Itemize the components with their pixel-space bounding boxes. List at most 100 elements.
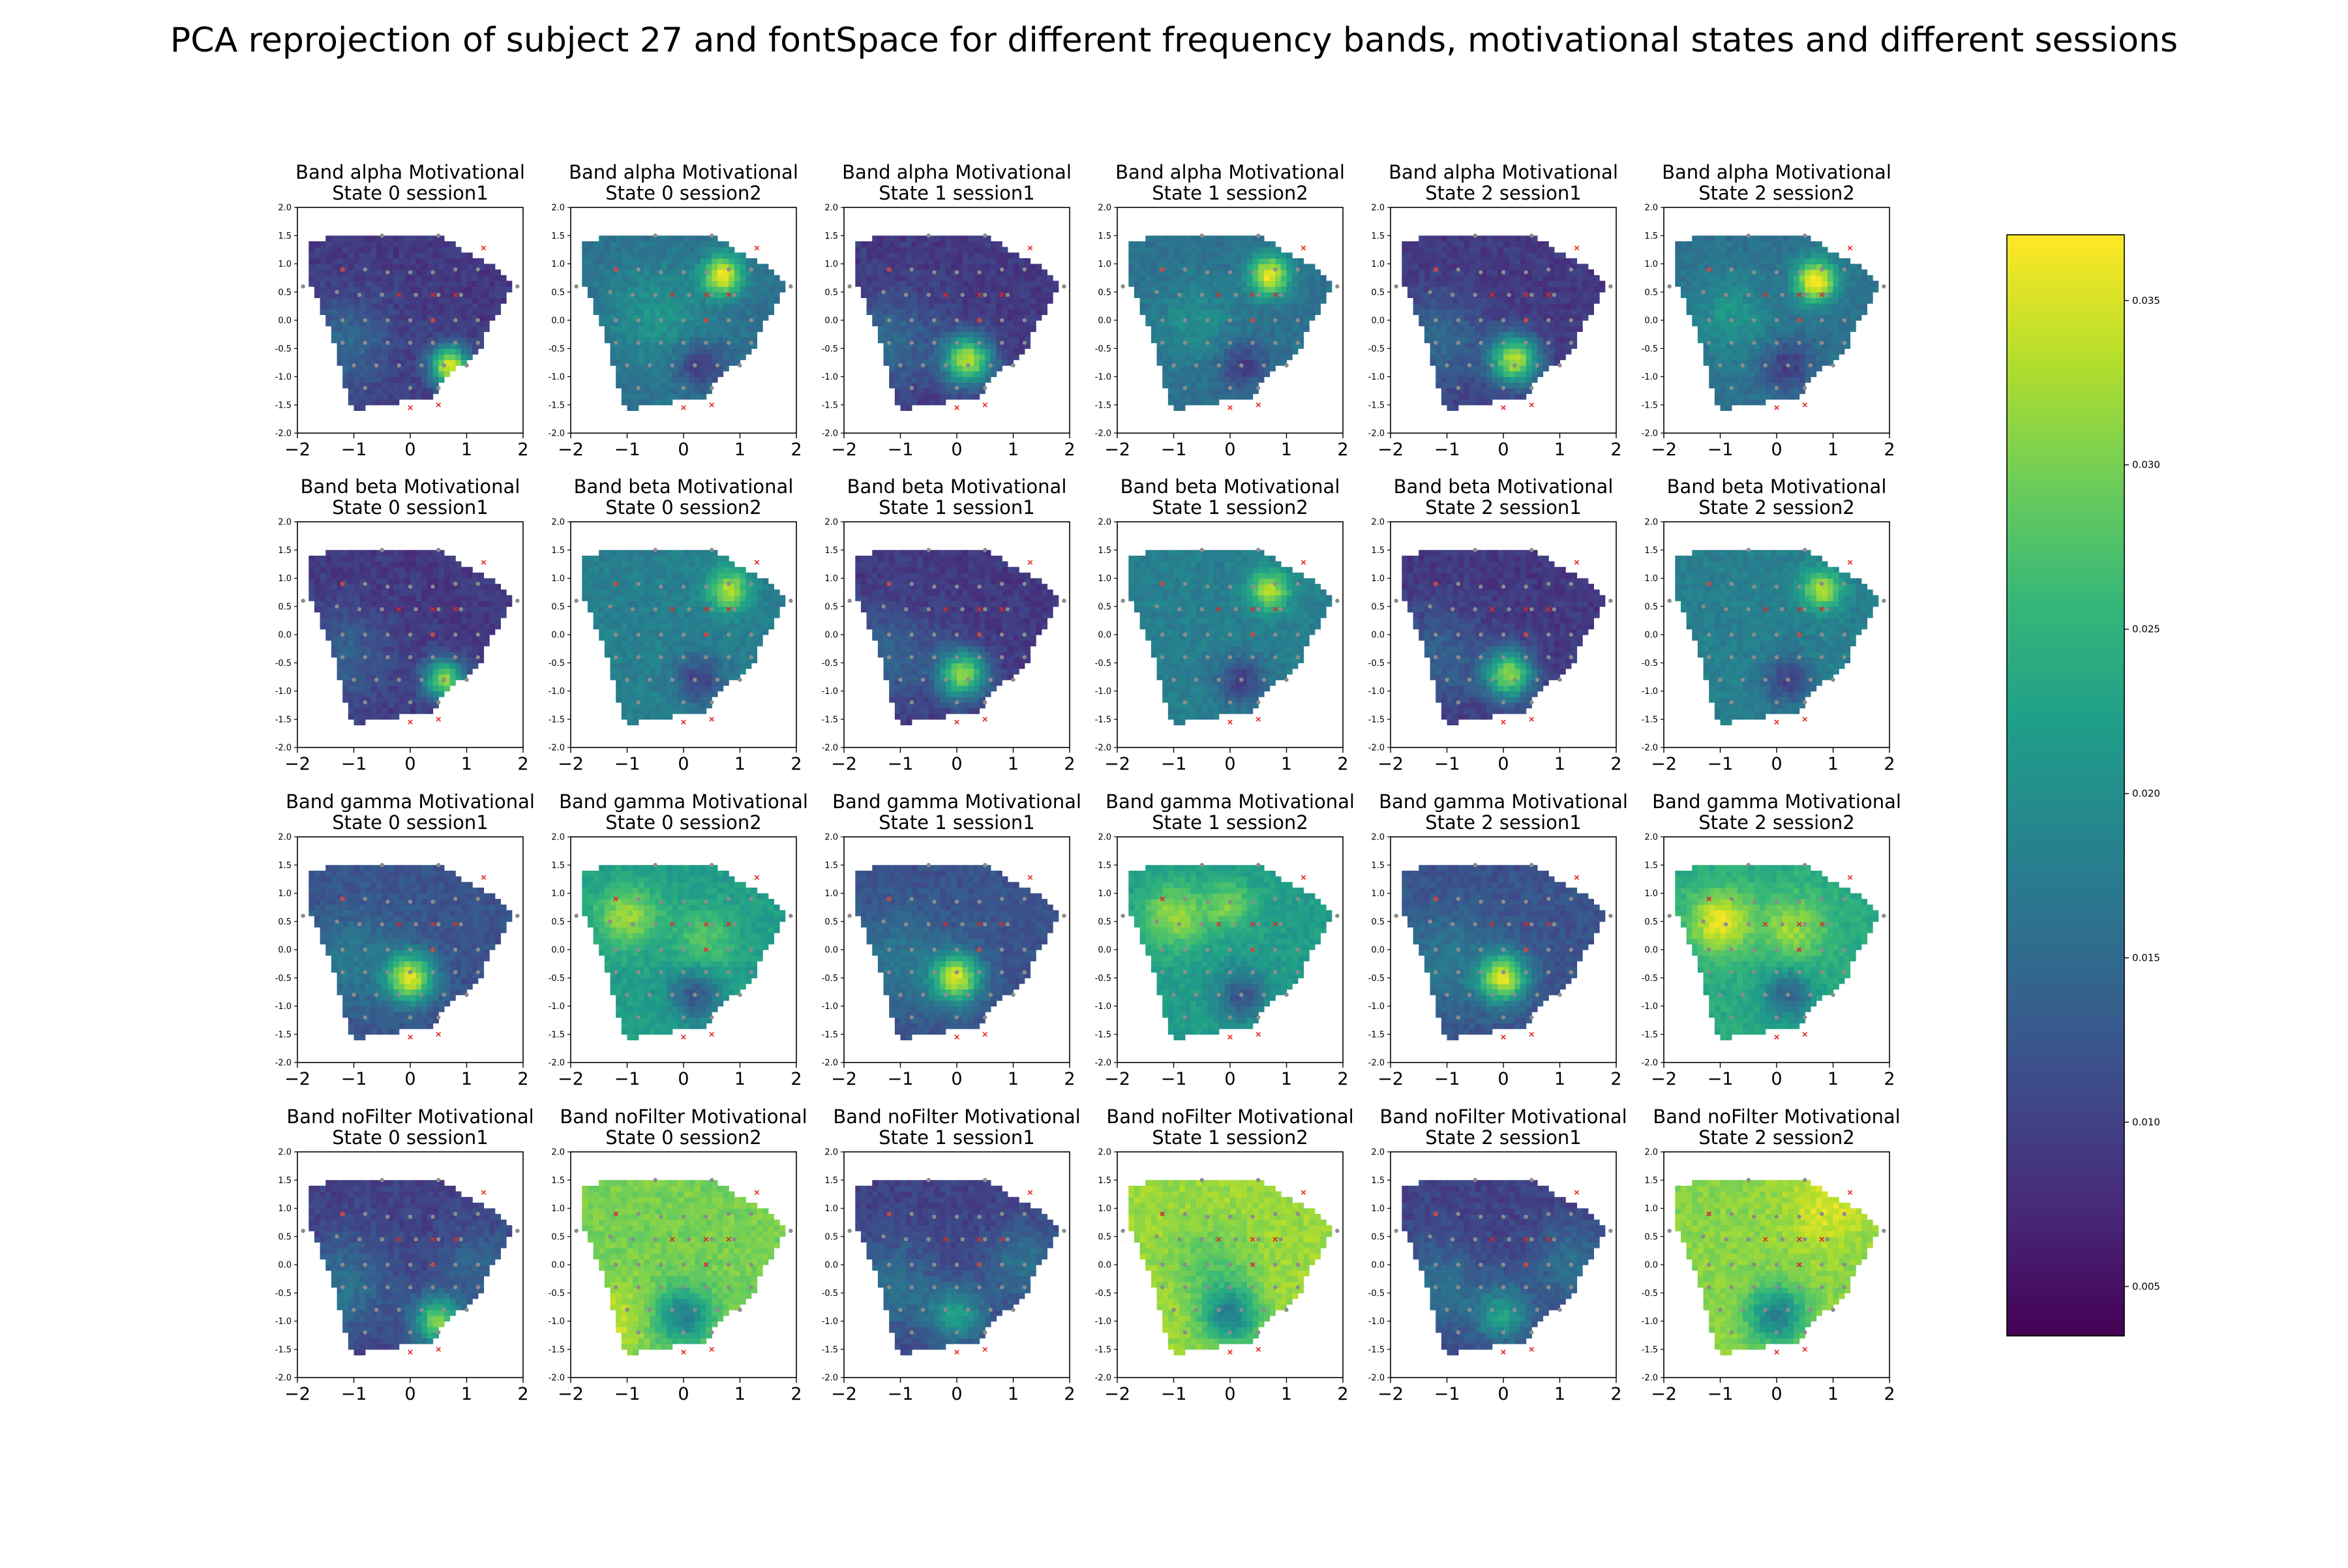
- heatmap-cell: [1464, 297, 1469, 303]
- heatmap-cell: [1236, 348, 1242, 354]
- heatmap-cell: [1441, 354, 1447, 360]
- heatmap-cell: [1794, 235, 1799, 241]
- heatmap-cell: [455, 258, 461, 264]
- heatmap-cell: [980, 258, 986, 264]
- heatmap-cell: [1771, 258, 1777, 264]
- heatmap-cell: [387, 360, 393, 366]
- heatmap-cell: [672, 286, 678, 292]
- heatmap-cell: [605, 314, 610, 320]
- heatmap-cell: [1447, 303, 1453, 309]
- heatmap-cell: [1732, 371, 1738, 377]
- heatmap-cell: [1174, 371, 1180, 377]
- heatmap-cell: [734, 314, 740, 320]
- heatmap-cell: [1179, 241, 1185, 247]
- heatmap-cell: [1452, 297, 1458, 303]
- heatmap-cell: [734, 343, 740, 349]
- heatmap-cell: [1168, 348, 1174, 354]
- heatmap-cell: [467, 280, 473, 286]
- heatmap-cell: [729, 354, 734, 360]
- heatmap-cell: [1219, 314, 1225, 320]
- heatmap-cell: [1721, 252, 1726, 258]
- heatmap-cell: [427, 388, 433, 394]
- heatmap-cell: [895, 331, 901, 337]
- heatmap-cell: [1766, 297, 1771, 303]
- heatmap-cell: [1140, 303, 1146, 309]
- heatmap-cell: [1174, 280, 1180, 286]
- heatmap-cell: [934, 393, 940, 399]
- heatmap-cell: [1766, 320, 1771, 326]
- heatmap-cell: [1509, 314, 1515, 320]
- heatmap-cell: [1576, 314, 1582, 320]
- heatmap-cell: [951, 292, 957, 298]
- heatmap-cell: [923, 269, 929, 275]
- heatmap-cell: [1675, 241, 1681, 247]
- heatmap-cell: [1571, 280, 1577, 286]
- heatmap-cell: [1458, 247, 1464, 253]
- heatmap-cell: [1019, 297, 1025, 303]
- heatmap-cell: [393, 280, 399, 286]
- heatmap-cell: [495, 275, 501, 281]
- electrode-marker: [983, 386, 987, 390]
- heatmap-cell: [1303, 275, 1309, 281]
- heatmap-cell: [1298, 275, 1304, 281]
- y-tick-label: 0.5: [1098, 288, 1111, 297]
- heatmap-cell: [1253, 365, 1259, 371]
- heatmap-cell: [734, 286, 740, 292]
- heatmap-cell: [968, 377, 974, 383]
- heatmap-cell: [946, 269, 952, 275]
- heatmap-cell: [734, 269, 740, 275]
- heatmap-cell: [1771, 309, 1777, 315]
- heatmap-cell: [1436, 235, 1441, 241]
- heatmap-cell: [878, 314, 884, 320]
- heatmap-cell: [1760, 331, 1766, 337]
- heatmap-cell: [342, 280, 348, 286]
- heatmap-cell: [985, 314, 991, 320]
- heatmap-cell: [1298, 303, 1304, 309]
- heatmap-cell: [712, 275, 717, 281]
- heatmap-cell: [1179, 275, 1185, 281]
- heatmap-cell: [940, 297, 946, 303]
- heatmap-cell: [1531, 303, 1537, 309]
- heatmap-cell: [1174, 326, 1180, 332]
- heatmap-cell: [1486, 280, 1492, 286]
- heatmap-cell: [867, 264, 873, 270]
- heatmap-cell: [370, 258, 376, 264]
- heatmap-cell: [325, 258, 331, 264]
- heatmap-cell: [940, 320, 946, 326]
- x-tick-label: 0: [678, 440, 689, 460]
- heatmap-cell: [997, 360, 1002, 366]
- heatmap-cell: [1588, 309, 1594, 315]
- heatmap-cell: [1481, 280, 1486, 286]
- electrode-marker: [977, 340, 981, 344]
- heatmap-cell: [1053, 286, 1059, 292]
- heatmap-cell: [1481, 393, 1486, 399]
- heatmap-cell: [1737, 377, 1743, 383]
- heatmap-cell: [1424, 314, 1430, 320]
- heatmap-cell: [1531, 337, 1537, 343]
- heatmap-cell: [1047, 280, 1053, 286]
- heatmap-cell: [1737, 303, 1743, 309]
- electrode-marker: [910, 340, 914, 344]
- heatmap-cell: [757, 269, 762, 275]
- heatmap-cell: [923, 241, 929, 247]
- heatmap-cell: [940, 377, 946, 383]
- heatmap-cell: [1514, 320, 1520, 326]
- heatmap-cell: [1531, 269, 1537, 275]
- electrode-marker: [1479, 340, 1483, 344]
- heatmap-cell: [980, 331, 986, 337]
- heatmap-cell: [1452, 258, 1458, 264]
- heatmap-cell: [1196, 371, 1202, 377]
- heatmap-cell: [359, 348, 365, 354]
- electrode-marker: [955, 318, 959, 322]
- heatmap-cell: [689, 388, 695, 394]
- heatmap-cell: [639, 354, 644, 360]
- heatmap-cell: [1560, 337, 1566, 343]
- heatmap-cell: [1008, 326, 1014, 332]
- heatmap-cell: [644, 320, 650, 326]
- heatmap-cell: [1709, 280, 1715, 286]
- heatmap-cell: [1771, 241, 1777, 247]
- heatmap-cell: [421, 235, 427, 241]
- heatmap-cell: [404, 258, 410, 264]
- heatmap-cell: [1270, 280, 1276, 286]
- heatmap-cell: [467, 275, 473, 281]
